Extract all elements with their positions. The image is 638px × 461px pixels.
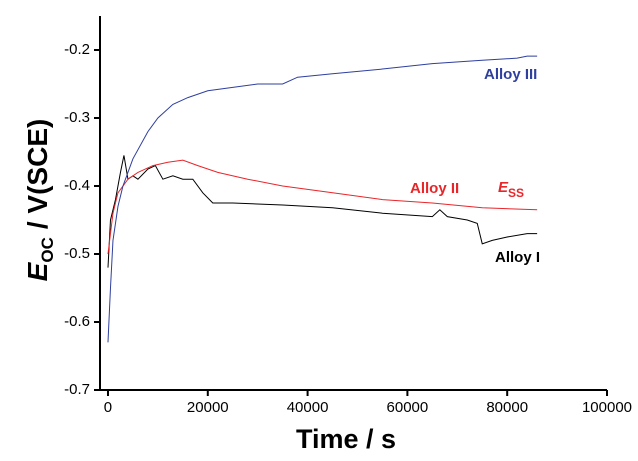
series-label: Alloy II: [410, 180, 459, 197]
annotation: ESS: [498, 179, 524, 200]
annotation-subscript: SS: [508, 186, 524, 200]
series-line: [107, 55, 538, 343]
series-label: Alloy III: [484, 66, 537, 83]
series-line: [107, 155, 538, 268]
annotation-symbol: E: [498, 179, 509, 196]
y-axis-symbol: E: [22, 261, 53, 281]
y-tick-label: -0.7: [64, 381, 90, 398]
x-tick-label: 80000: [486, 399, 528, 416]
y-tick-label: -0.3: [64, 109, 90, 126]
series-label: Alloy I: [495, 249, 540, 266]
x-tick-label: 0: [104, 399, 112, 416]
x-tick-label: 100000: [582, 399, 632, 416]
y-tick-label: -0.2: [64, 41, 90, 58]
y-axis-title: EOC / V(SCE): [22, 119, 57, 282]
x-tick-label: 40000: [287, 399, 329, 416]
series-line: [107, 159, 538, 255]
y-tick-label: -0.4: [64, 177, 90, 194]
x-tick-label: 60000: [387, 399, 429, 416]
y-tick-label: -0.6: [64, 313, 90, 330]
y-tick-label: -0.5: [64, 245, 90, 262]
x-tick-label: 20000: [187, 399, 229, 416]
y-axis-subscript: OC: [38, 237, 57, 263]
x-axis-title: Time / s: [296, 424, 396, 454]
y-axis-unit: / V(SCE): [22, 119, 53, 229]
